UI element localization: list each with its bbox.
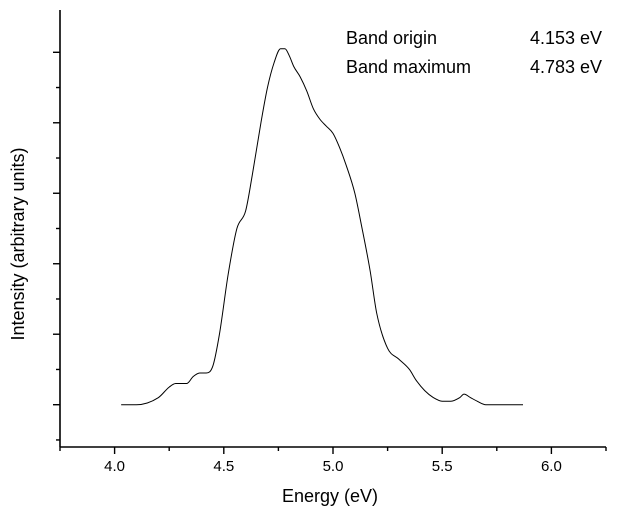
x-tick-label: 4.5 [213, 458, 234, 475]
x-tick-label: 6.0 [541, 458, 562, 475]
y-axis [53, 10, 61, 447]
band-origin-value: 4.153 eV [530, 28, 602, 48]
band-maximum-value: 4.783 eV [530, 57, 602, 77]
band-maximum-label: Band maximum [346, 57, 471, 77]
band-origin-label: Band origin [346, 28, 437, 48]
x-tick-label: 5.0 [323, 458, 344, 475]
annotation-box: Band origin 4.153 eV Band maximum 4.783 … [346, 28, 602, 77]
x-axis-title: Energy (eV) [282, 486, 378, 506]
x-tick-label: 5.5 [432, 458, 453, 475]
x-axis: 4.0 4.5 5.0 5.5 6.0 [59, 446, 607, 475]
spectrum-line [121, 48, 524, 406]
plot-area [121, 48, 524, 406]
y-axis-title: Intensity (arbitrary units) [8, 147, 28, 340]
x-tick-label: 4.0 [104, 458, 125, 475]
